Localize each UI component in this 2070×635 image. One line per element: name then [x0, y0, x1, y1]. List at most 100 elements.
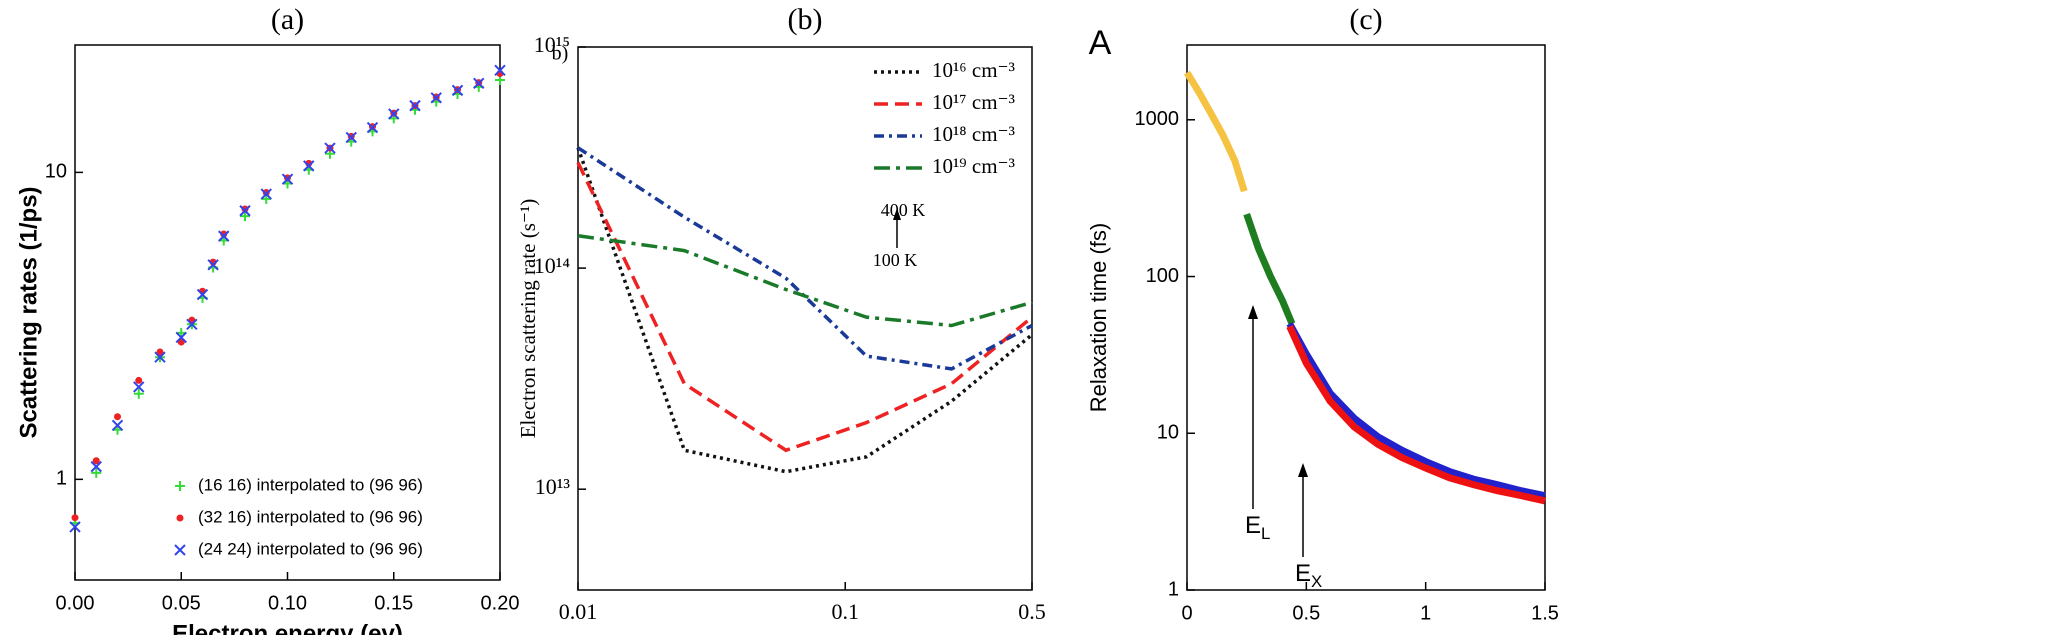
series-line — [576, 161, 1034, 453]
legend-label: 10¹⁷ cm⁻³ — [932, 90, 1015, 114]
plot-frame — [577, 46, 1033, 591]
y-tick-label: 1 — [1168, 578, 1179, 600]
annotation: 400 K — [881, 200, 926, 220]
legend-marker — [174, 544, 186, 556]
chart-title: (b) — [788, 3, 823, 36]
point — [175, 331, 187, 344]
point — [156, 348, 164, 356]
annotation: EX — [1295, 560, 1322, 591]
point — [90, 460, 102, 473]
point — [240, 211, 250, 222]
arrow-head — [1298, 463, 1308, 477]
point — [186, 318, 198, 330]
series-line — [577, 234, 1033, 328]
y-tick-label: 1 — [56, 468, 67, 490]
x-tick-label: 0 — [1181, 602, 1192, 624]
legend-label: 10¹⁹ cm⁻³ — [932, 154, 1015, 178]
x-tick-label: 0.1 — [831, 599, 859, 624]
legend-label: (32 16) interpolated to (96 96) — [198, 507, 423, 526]
panel: (b) 0.01 0.1 0.5 10¹³ 10¹⁴ 10¹⁵ Electron energy… — [516, 3, 1046, 635]
series-line — [1286, 325, 1546, 505]
x-tick-label: 0.05 — [162, 592, 201, 614]
y-axis-label: Electron scattering rate (s⁻¹) — [516, 199, 540, 439]
point — [133, 388, 144, 399]
point — [388, 108, 400, 120]
plot-frame — [74, 44, 501, 581]
point — [92, 457, 100, 465]
y-tick-label: 10¹⁴ — [534, 253, 571, 278]
x-tick-label: 0.20 — [481, 592, 520, 614]
point — [345, 131, 357, 144]
point — [281, 173, 294, 185]
x-tick-label: 0.15 — [374, 592, 413, 614]
point — [430, 92, 442, 104]
point — [239, 205, 251, 217]
point — [71, 514, 79, 522]
point — [366, 121, 379, 134]
annotation: 100 K — [873, 250, 918, 270]
annotation: A — [1089, 24, 1112, 62]
point — [303, 160, 315, 172]
arrow-head — [893, 208, 901, 220]
point — [133, 381, 145, 393]
legend-label: 10¹⁶ cm⁻³ — [932, 58, 1015, 82]
x-axis-label: Electron energy (ev) — [172, 620, 403, 635]
x-tick-label: 1 — [1420, 602, 1431, 624]
point — [114, 413, 121, 421]
legend-label: (24 24) interpolated to (96 96) — [198, 539, 423, 558]
annotation-text: E — [1245, 512, 1261, 539]
arrow-head — [1248, 305, 1258, 319]
point — [473, 77, 485, 90]
plot-frame — [1186, 44, 1546, 591]
point — [196, 288, 209, 301]
y-tick-label: 10 — [1157, 422, 1179, 444]
x-axis-label: Energy (eV) — [1307, 631, 1424, 635]
point — [262, 188, 270, 196]
panel: (a) 0.00 0.05 0.10 0.15 0.20 1 10 Electron energ… — [15, 3, 519, 635]
y-tick-label: 10 — [45, 161, 67, 183]
point — [135, 376, 143, 384]
annotation-subscript: X — [1311, 572, 1322, 591]
y-axis-label: Relaxation time (fs) — [1086, 223, 1111, 413]
y-tick-label: 100 — [1146, 265, 1179, 287]
point — [241, 205, 249, 213]
x-tick-label: 0.00 — [56, 592, 95, 614]
legend-marker — [176, 514, 184, 522]
point — [111, 419, 124, 431]
y-tick-label: 1000 — [1135, 108, 1180, 130]
legend-label: 10¹⁸ cm⁻³ — [932, 122, 1015, 146]
y-tick-label: 10¹⁵ — [534, 32, 570, 57]
series-line — [1184, 70, 1248, 193]
legend-label: (16 16) interpolated to (96 96) — [198, 475, 423, 494]
chart-title: (c) — [1349, 3, 1382, 36]
x-tick-label: 0.5 — [1292, 602, 1320, 624]
point — [409, 99, 421, 112]
y-axis-label: Scattering rates (1/ps) — [15, 186, 42, 438]
panel: (c) 0 0.5 1 1.5 1 10 100 1000 Energy (eV) Relaxati… — [1086, 3, 1559, 635]
point — [91, 467, 102, 478]
series-line — [1243, 213, 1296, 326]
series-line — [577, 146, 1033, 371]
point — [207, 259, 219, 271]
point — [324, 142, 336, 154]
point — [260, 188, 272, 200]
y-tick-label: 10¹³ — [535, 474, 571, 499]
point — [218, 230, 230, 242]
chart-title: (a) — [271, 3, 304, 36]
annotation-text: E — [1295, 560, 1311, 587]
x-axis-label: Electron energy w.r.t. CBM (eV) — [667, 631, 942, 635]
x-tick-label: 1.5 — [1531, 602, 1559, 624]
point — [494, 64, 506, 77]
legend-marker — [175, 481, 185, 491]
annotation: b) — [552, 43, 569, 65]
x-tick-label: 0.01 — [559, 599, 598, 624]
x-tick-label: 0.10 — [268, 592, 307, 614]
point — [69, 521, 81, 533]
x-tick-label: 0.5 — [1018, 599, 1046, 624]
series-line — [1286, 322, 1546, 500]
point — [154, 351, 166, 363]
point — [451, 84, 464, 97]
annotation: EL — [1245, 512, 1270, 543]
series-line — [576, 147, 1034, 474]
